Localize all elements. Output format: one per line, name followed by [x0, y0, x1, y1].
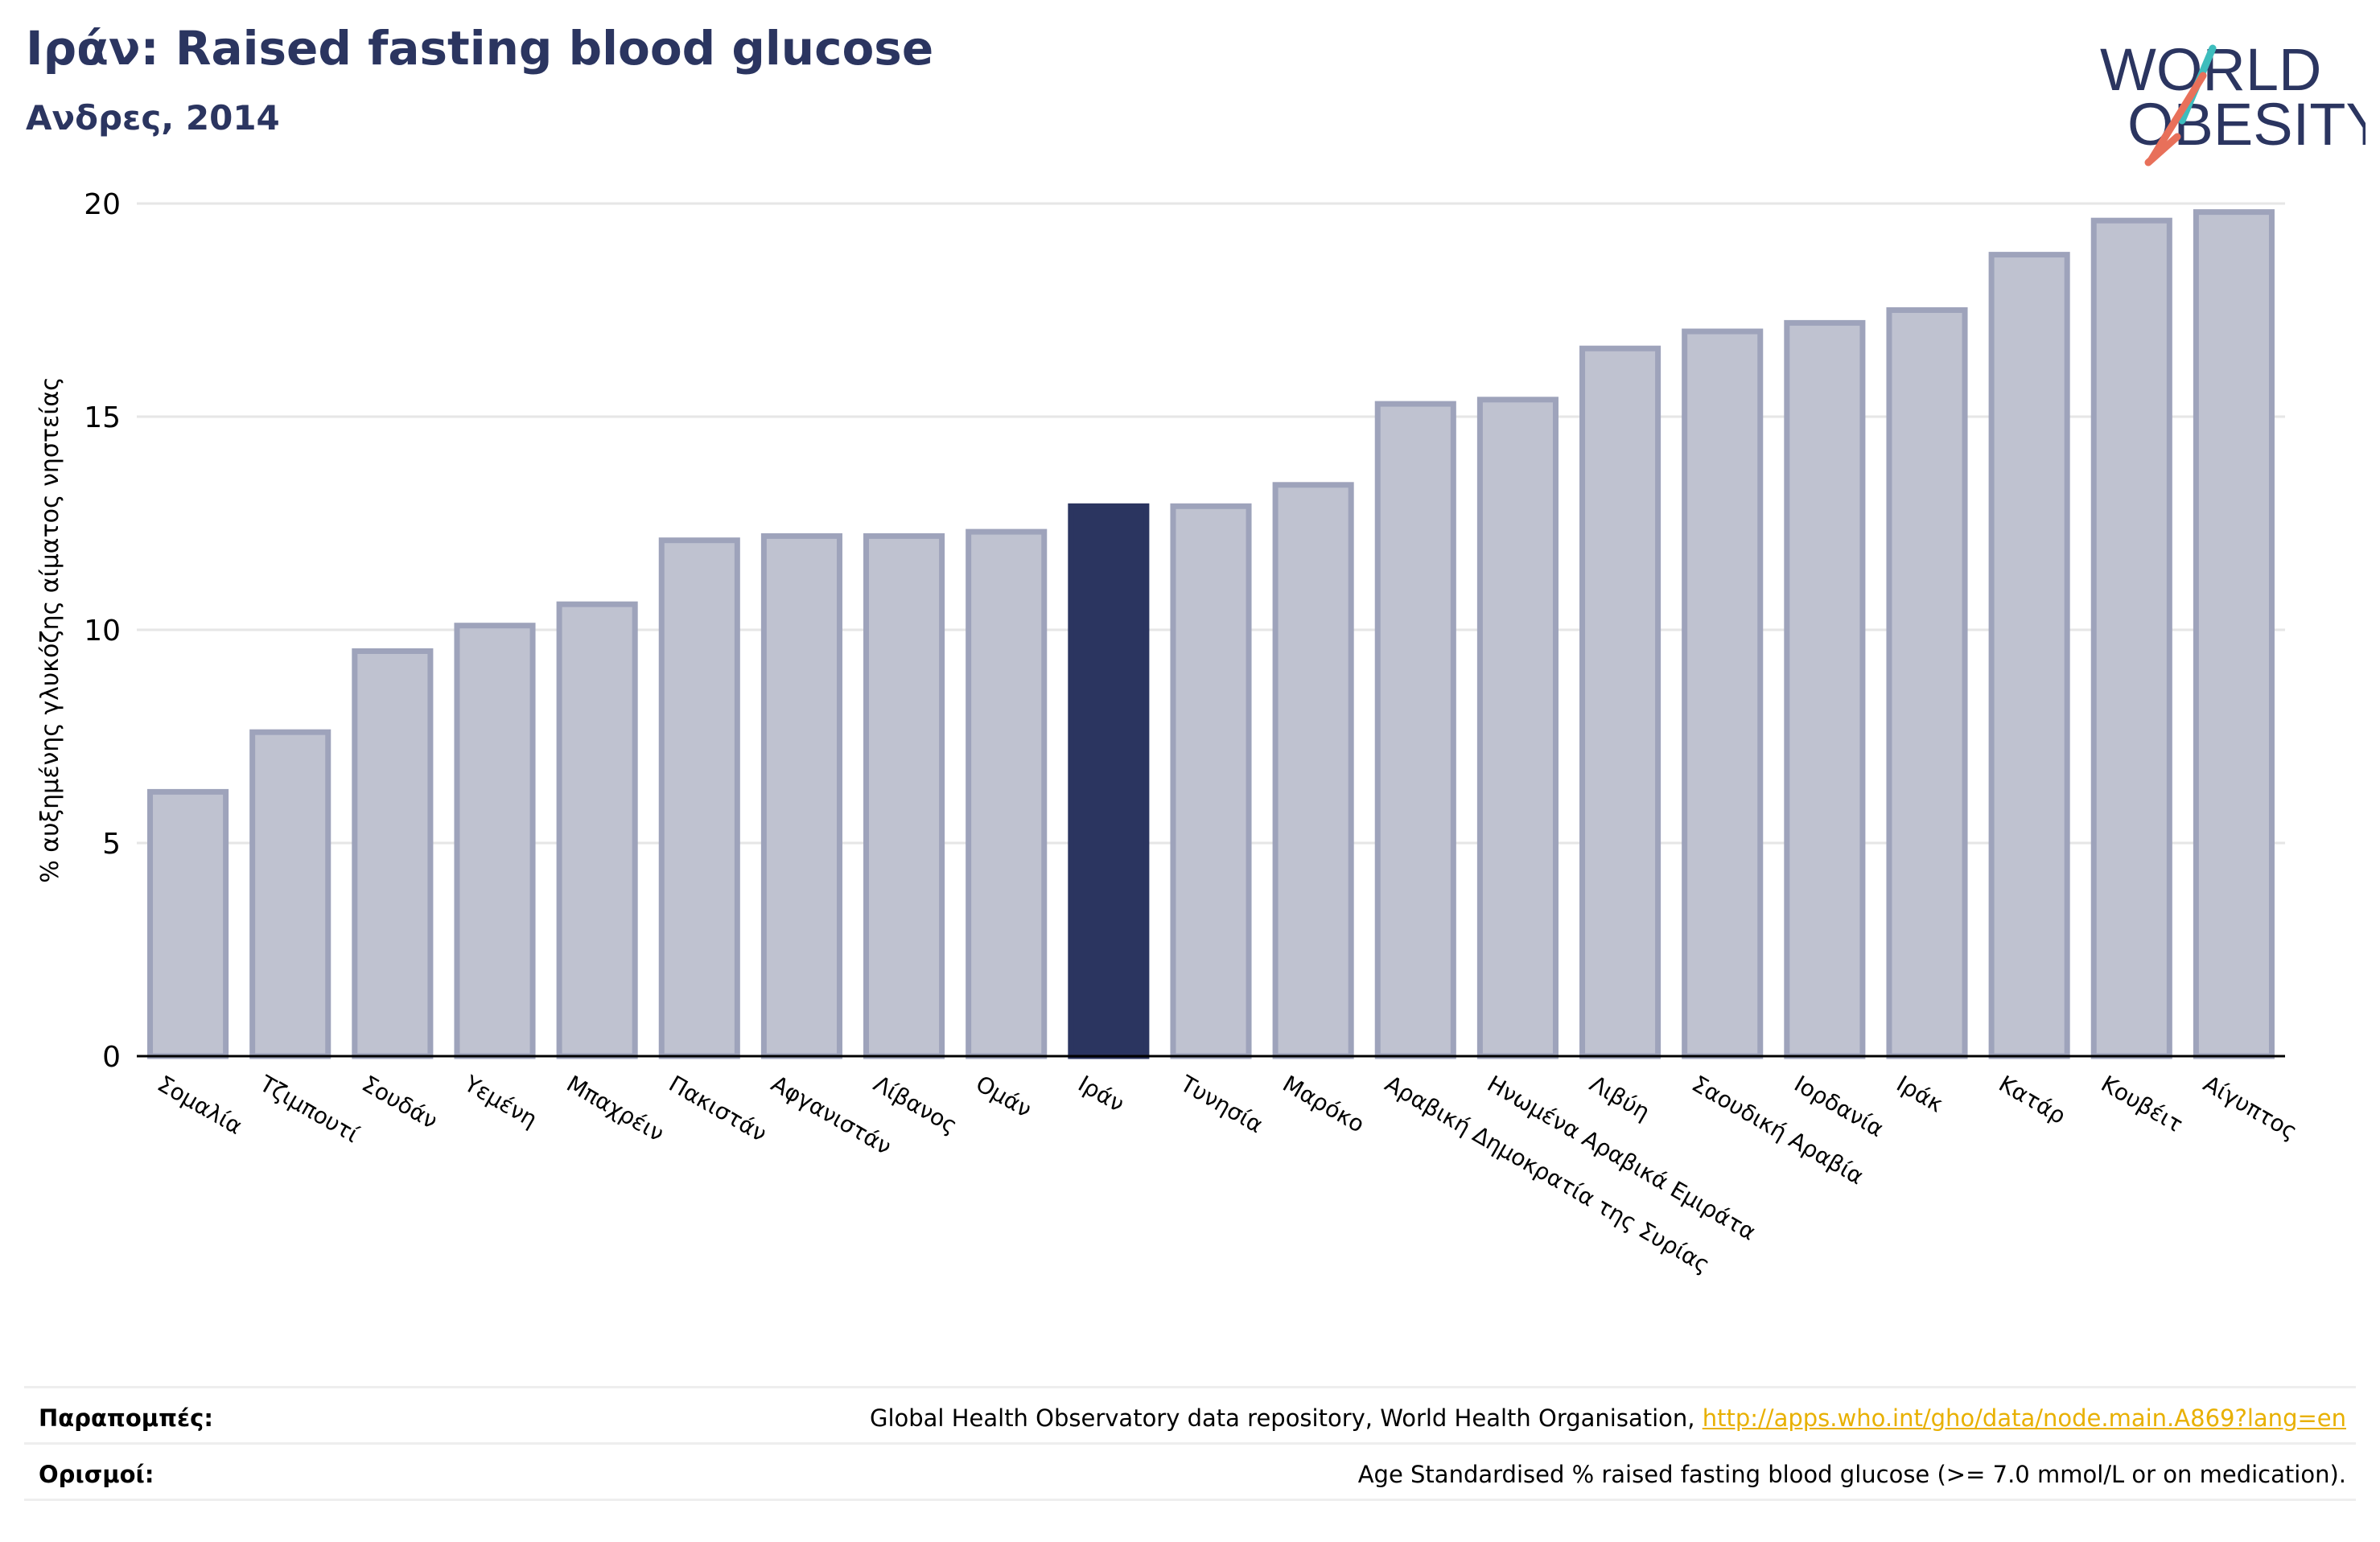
bar [1579, 345, 1661, 1059]
x-tick-label: Σαουδική Αραβία [1687, 1070, 1868, 1190]
x-tick-label: Ιράκ [1892, 1070, 1948, 1117]
bar [2193, 209, 2275, 1059]
x-tick-label: Σουδάν [357, 1070, 442, 1134]
bar [1374, 401, 1456, 1059]
bar [556, 601, 638, 1059]
footer-divider [24, 1499, 2356, 1501]
x-tick-label: Μαρόκο [1279, 1070, 1369, 1137]
references-text: Global Health Observatory data repositor… [869, 1404, 1703, 1432]
bar [1272, 482, 1354, 1059]
x-tick-label: Μπαχρέιν [562, 1070, 669, 1146]
references-link[interactable]: http://apps.who.int/gho/data/node.main.A… [1702, 1404, 2346, 1432]
bar [1068, 503, 1150, 1059]
page-subtitle: Ανδρες, 2014 [26, 98, 280, 138]
x-tick-label: Τυνησία [1176, 1070, 1268, 1138]
x-tick-label: Λιβύη [1585, 1070, 1654, 1125]
definitions-row: Ορισμοί: Age Standardised % raised fasti… [24, 1442, 2356, 1499]
bar [147, 788, 229, 1059]
y-tick-label: 10 [84, 615, 121, 648]
bar [1988, 252, 2070, 1059]
x-tick-label: Υεμένη [459, 1070, 542, 1133]
bar [966, 528, 1048, 1059]
bar [454, 623, 536, 1059]
bar [863, 533, 945, 1059]
bar [1170, 503, 1252, 1059]
page-title: Ιράν: Raised fasting blood glucose [26, 21, 934, 76]
bar [249, 729, 331, 1059]
y-axis-label: % αυξημένης γλυκόζης αίματος νηστείας [36, 376, 64, 882]
y-tick-label: 5 [102, 828, 121, 861]
x-tick-label: Κατάρ [1995, 1070, 2070, 1129]
bar [760, 533, 842, 1059]
x-tick-label: Ιράν [1073, 1070, 1129, 1117]
x-tick-label: Αίγυπτος [2199, 1070, 2302, 1145]
x-tick-label: Ομάν [971, 1070, 1036, 1123]
y-tick-label: 20 [84, 188, 121, 221]
bar [352, 648, 434, 1059]
y-tick-label: 0 [102, 1041, 121, 1074]
bar [658, 537, 740, 1059]
bar [1886, 307, 1968, 1059]
bar [1682, 328, 1764, 1059]
references-row: Παραπομπές: Global Health Observatory da… [24, 1386, 2356, 1442]
bar [2090, 217, 2172, 1059]
bar [1476, 397, 1559, 1059]
world-obesity-logo: WORLD OBESITY [2100, 36, 2366, 167]
x-tick-label: Σομαλία [153, 1070, 247, 1139]
y-axis-ticks: 0 5 10 15 20 [84, 188, 121, 1074]
references-label: Παραπομπές: [39, 1404, 213, 1432]
x-tick-label: Κουβέιτ [2097, 1070, 2188, 1137]
x-tick-label: Τζιμπουτί [254, 1070, 364, 1148]
y-tick-label: 15 [84, 401, 121, 434]
bars [147, 209, 2275, 1059]
definitions-text: Age Standardised % raised fasting blood … [1357, 1461, 2346, 1488]
x-tick-label: Πακιστάν [665, 1070, 772, 1147]
references-value: Global Health Observatory data repositor… [870, 1404, 2346, 1432]
definitions-label: Ορισμοί: [39, 1461, 154, 1488]
bar [1784, 319, 1866, 1059]
